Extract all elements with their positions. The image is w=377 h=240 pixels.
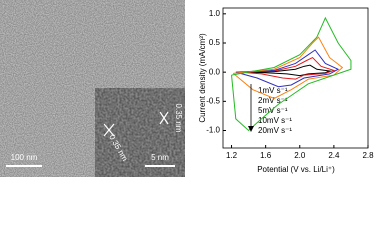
scale-bar-label: 5 nm bbox=[151, 153, 169, 162]
x-tick-label: 1.2 bbox=[226, 151, 238, 160]
y-tick-label: -0.5 bbox=[206, 96, 220, 105]
legend-label: 2mV s⁻¹ bbox=[258, 96, 288, 105]
legend-label: 10mV s⁻¹ bbox=[258, 116, 292, 125]
tem-image: 100 nm 5 nm 0.35 nm 0.35 nm bbox=[0, 0, 185, 177]
cv-curve bbox=[235, 49, 340, 88]
x-tick-label: 2.8 bbox=[362, 151, 374, 160]
y-tick-label: 1.0 bbox=[209, 9, 221, 18]
cv-curve bbox=[240, 56, 336, 80]
cv-curve bbox=[231, 16, 352, 132]
legend-label: 20mV s⁻¹ bbox=[258, 126, 292, 135]
x-axis-label: Potential (V vs. Li/Li⁺) bbox=[257, 165, 335, 174]
cv-curve bbox=[240, 64, 332, 77]
y-tick-label: 0.0 bbox=[209, 67, 221, 76]
y-axis-label: Current density (mA/cm²) bbox=[198, 33, 207, 123]
x-tick-label: 1.6 bbox=[260, 151, 272, 160]
scale-bar-label: 100 nm bbox=[11, 153, 38, 162]
plot-frame bbox=[222, 7, 369, 149]
y-tick-label: 0.5 bbox=[209, 38, 221, 47]
figure: 100 nm 5 nm 0.35 nm 0.35 nm Current dens… bbox=[0, 0, 374, 177]
arrow-head bbox=[248, 126, 254, 132]
legend-label: 5mV s⁻¹ bbox=[258, 106, 288, 115]
y-tick-label: -1.0 bbox=[206, 126, 220, 135]
x-tick-label: 2.0 bbox=[294, 151, 306, 160]
legend-label: 1mV s⁻¹ bbox=[258, 86, 288, 95]
x-tick-label: 2.4 bbox=[328, 151, 340, 160]
cv-curve bbox=[232, 36, 344, 99]
lattice-label: 0.35 nm bbox=[174, 104, 183, 133]
